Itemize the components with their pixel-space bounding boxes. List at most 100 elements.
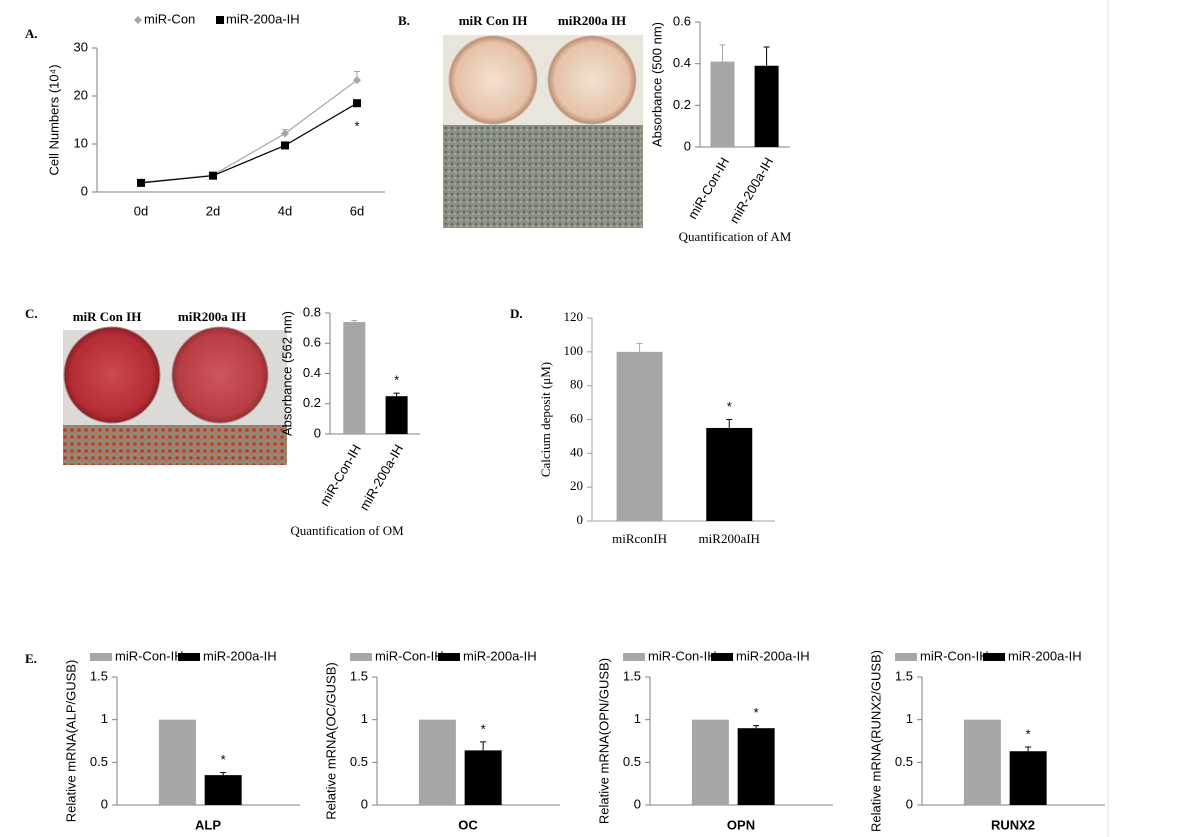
legend-label: miR-Con-IH [375,648,444,663]
y-tick-label: 0 [81,183,88,198]
x-tick-label: miR-Con-IH [317,442,364,509]
panel-label: C. [25,306,38,321]
legend-marker [178,653,200,661]
point [353,99,361,108]
y-tick-label: 0.5 [90,754,108,769]
y-tick-label: 1 [634,711,641,726]
y-tick-label: 0.5 [895,754,913,769]
x-axis-label: OC [458,817,478,832]
x-axis-label: ALP [195,817,221,832]
x-tick-label: miRconIH [612,531,667,546]
bar [158,719,196,805]
annotation: * [1026,726,1031,741]
photo-label: miR Con IH [459,13,528,28]
legend-label: miR-200a-IH [463,648,537,663]
line [140,79,358,183]
y-tick-label: 100 [564,343,584,358]
bar [418,719,456,805]
y-tick-label: 10 [74,135,88,150]
y-tick-label: 20 [74,87,88,102]
bar [706,427,753,521]
y-tick-label: 0 [314,425,321,440]
x-axis-label: Quantification of OM [290,523,404,538]
bar [1009,751,1047,805]
y-tick-label: 0 [361,796,368,811]
point [137,178,145,187]
point [353,76,361,85]
x-axis-label: Quantification of AM [679,229,792,244]
y-tick-label: 30 [74,39,88,54]
point [281,141,289,150]
bar [737,728,775,805]
y-axis-label: Relative mRNA(ALP/GUSB) [63,660,78,823]
point [281,129,289,138]
photo-b [443,35,643,228]
x-tick-label: 0d [134,203,148,218]
bar [691,719,729,805]
y-tick-label: 80 [570,377,583,392]
y-axis-label: Absorbance (562 nm) [279,311,294,436]
legend-label: miR-200a-IH [1008,648,1082,663]
y-axis-label: Relative mRNA(OPN/GUSB) [596,658,611,824]
photo-label: miR Con IH [73,309,142,324]
y-axis-label: Relative mRNA(OC/GUSB) [323,662,338,819]
line [140,102,358,184]
y-tick-label: 0.6 [673,13,691,28]
y-tick-label: 1 [906,711,913,726]
y-tick-label: 1.5 [623,668,641,683]
bar [464,750,502,805]
y-tick-label: 1.5 [350,668,368,683]
y-tick-label: 0.4 [303,365,321,380]
y-tick-label: 0.6 [303,335,321,350]
y-axis-label: Relative mRNA(RUNX2/GUSB) [868,650,883,832]
photo-c [63,326,287,465]
y-tick-label: 20 [570,478,583,493]
y-tick-label: 0 [684,138,691,153]
y-tick-label: 0.2 [303,395,321,410]
y-tick-label: 0 [577,512,584,527]
y-tick-label: 40 [570,444,583,459]
point [209,171,217,180]
panel-label: E. [25,651,37,666]
panel-label: B. [398,13,410,28]
annotation: * [394,373,399,388]
y-axis-label: Calcium deposit (μM) [538,362,553,477]
x-tick-label: miR-200a-IH [726,155,776,226]
x-tick-label: 2d [206,203,220,218]
y-tick-label: 0.4 [673,55,691,70]
legend-label: miR-200a-IH [203,648,277,663]
legend-marker [216,16,224,24]
annotation: * [727,399,732,414]
photo-label: miR200a IH [558,13,626,28]
y-tick-label: 60 [570,410,583,425]
y-tick-label: 1 [101,711,108,726]
x-tick-label: 4d [278,203,292,218]
legend-label: miR-200a-IH [736,648,810,663]
y-tick-label: 120 [564,309,584,324]
legend-marker [983,653,1005,661]
legend-label: miR-Con [144,11,195,26]
bar [343,322,366,434]
bar [710,61,735,148]
bar [963,719,1001,805]
bar [385,396,408,434]
legend-label: miR-Con-IH [648,648,717,663]
bar [204,775,242,805]
x-tick-label: miR-200a-IH [356,442,406,513]
bar [754,65,779,147]
annotation: * [754,705,759,720]
legend-label: miR-200a-IH [226,11,300,26]
x-axis-label: OPN [727,817,755,832]
y-tick-label: 0.5 [623,754,641,769]
x-axis-label: RUNX2 [991,817,1035,832]
y-axis-label: Absorbance (500 nm) [649,22,664,147]
legend-marker [895,653,917,661]
annotation: * [221,752,226,767]
y-tick-label: 1.5 [895,668,913,683]
x-tick-label: miR200aIH [699,531,760,546]
legend-marker [438,653,460,661]
y-tick-label: 0 [906,796,913,811]
y-tick-label: 1 [361,711,368,726]
annotation: * [481,721,486,736]
